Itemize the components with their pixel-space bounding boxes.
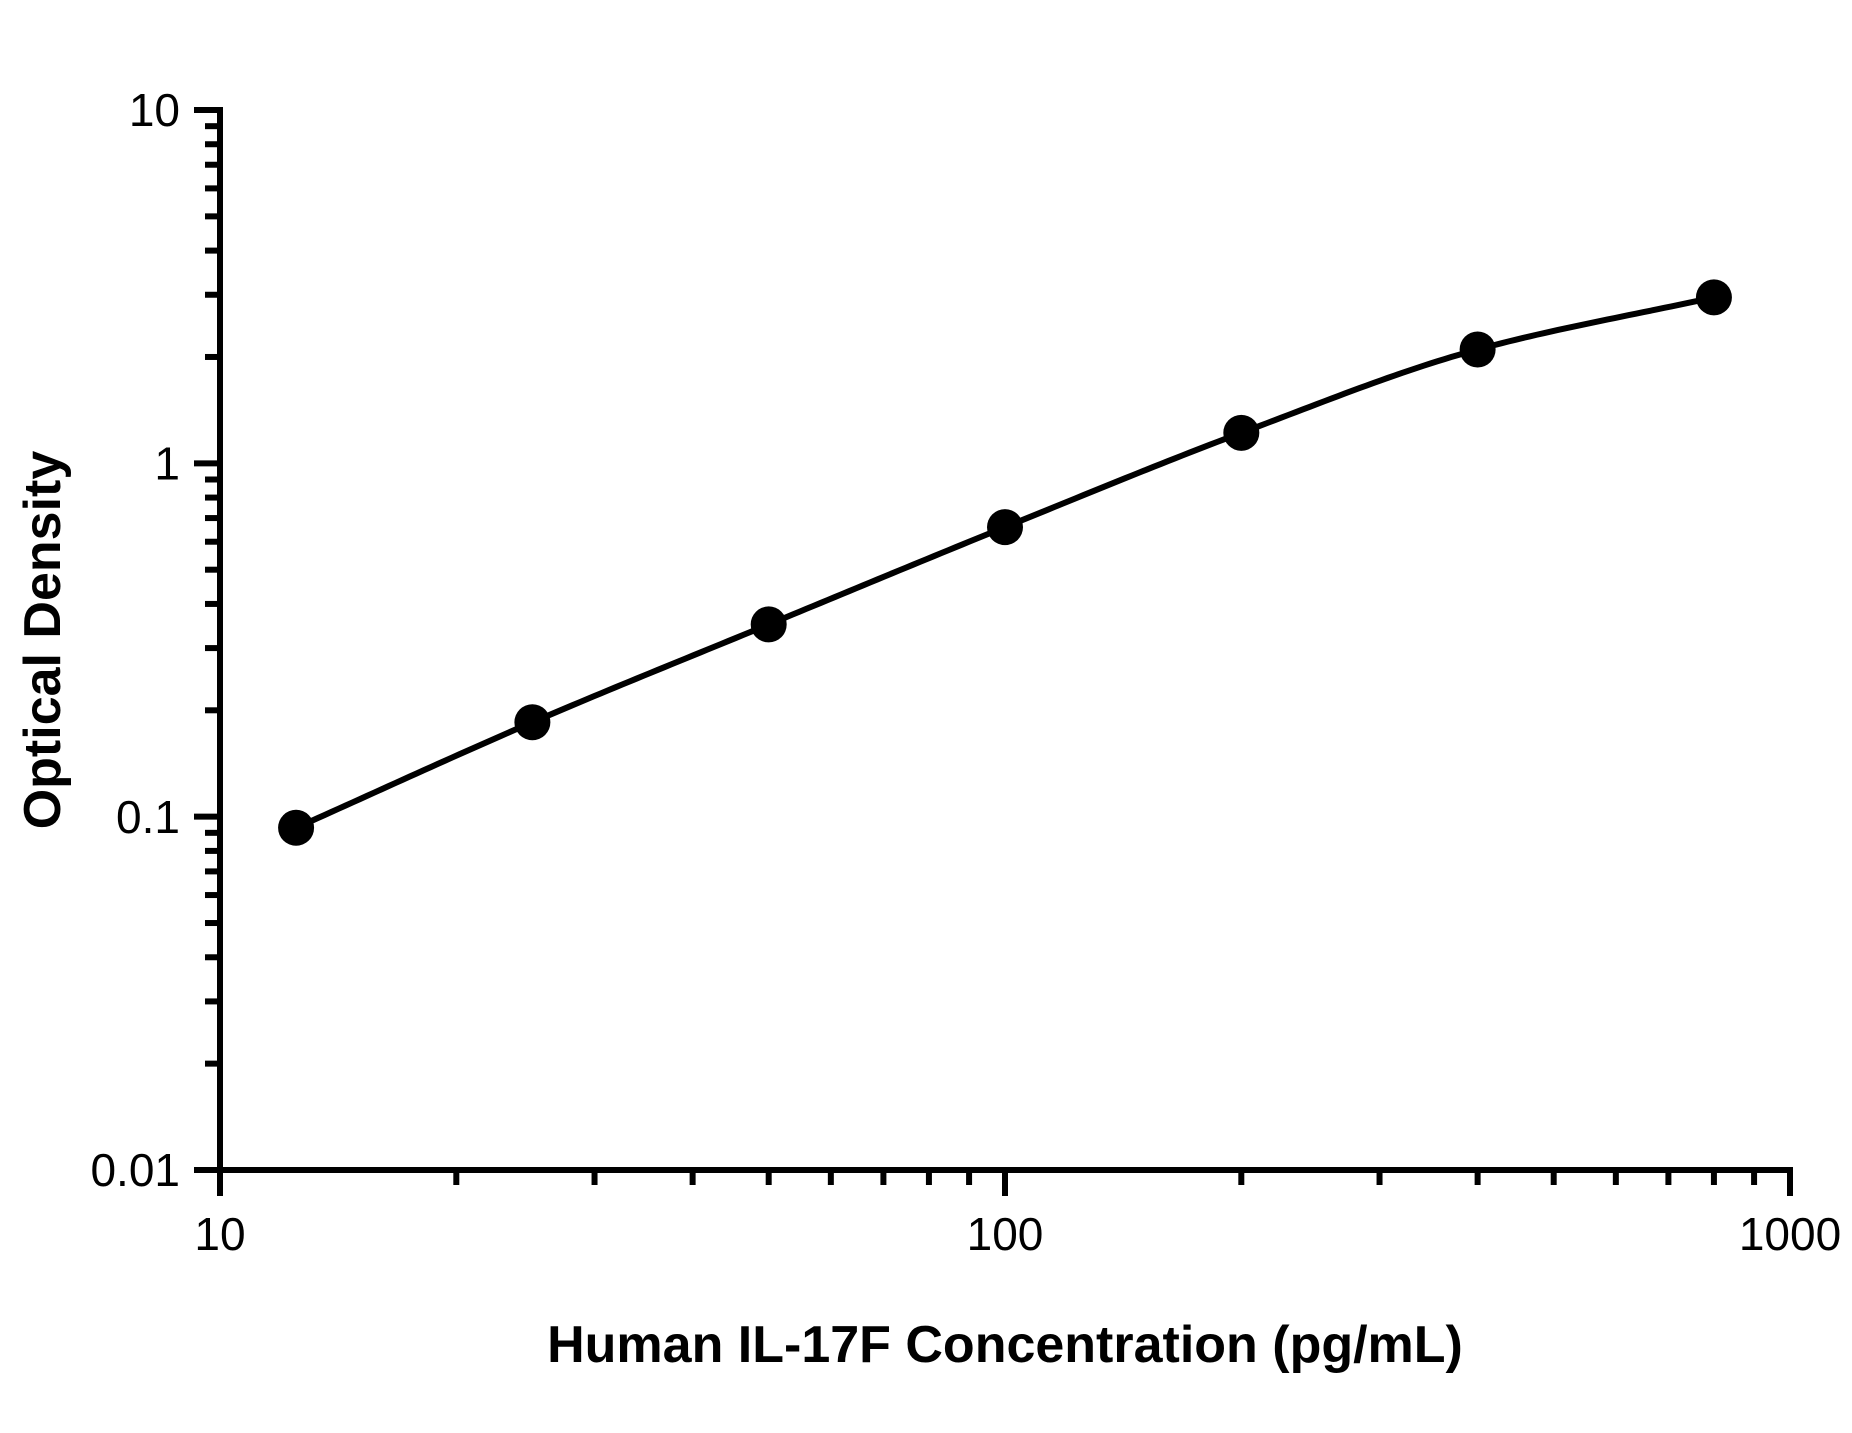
data-point <box>1460 331 1496 367</box>
data-point <box>514 704 550 740</box>
data-point <box>987 509 1023 545</box>
y-tick-label: 10 <box>129 84 180 136</box>
x-axis-label: Human IL-17F Concentration (pg/mL) <box>547 1316 1463 1374</box>
x-tick-label: 10 <box>194 1208 245 1260</box>
data-point <box>751 606 787 642</box>
standard-curve-chart: 10 100 1000 0.01 0.1 1 10 Human IL-17F Concentr… <box>0 0 1852 1433</box>
x-tick-label: 1000 <box>1739 1208 1841 1260</box>
data-point <box>1223 415 1259 451</box>
chart-background <box>0 0 1852 1433</box>
y-tick-label: 0.01 <box>90 1144 180 1196</box>
chart-container: 10 100 1000 0.01 0.1 1 10 Human IL-17F Concentr… <box>0 0 1852 1433</box>
data-point <box>278 810 314 846</box>
y-axis-label: Optical Density <box>14 451 72 830</box>
y-tick-label: 1 <box>154 437 180 489</box>
x-tick-label: 100 <box>967 1208 1044 1260</box>
y-tick-label: 0.1 <box>116 791 180 843</box>
data-point <box>1696 279 1732 315</box>
